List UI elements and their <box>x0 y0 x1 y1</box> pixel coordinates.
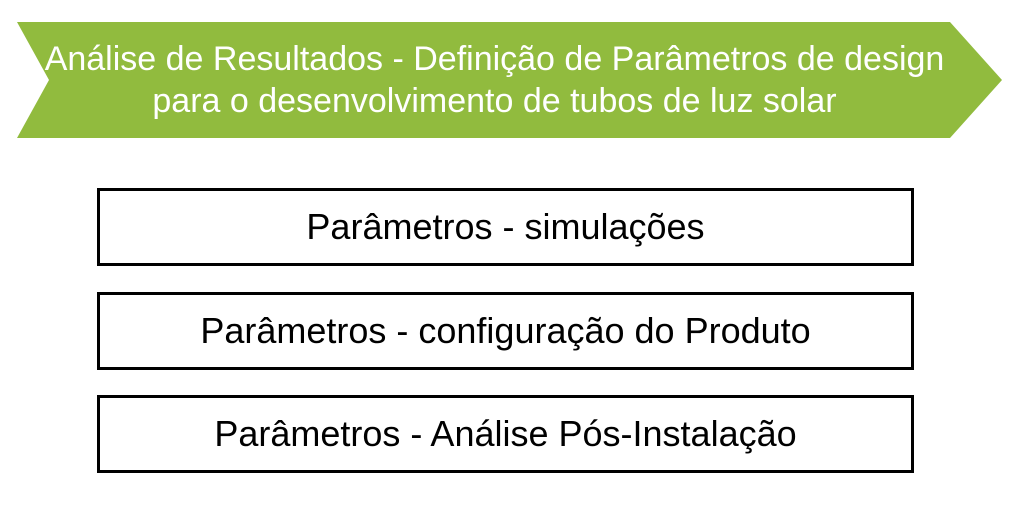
banner-title: Análise de Resultados - Definição de Par… <box>17 38 1002 123</box>
diagram-canvas: Análise de Resultados - Definição de Par… <box>0 0 1024 529</box>
param-box-label: Parâmetros - simulações <box>306 206 704 248</box>
param-box-simulations: Parâmetros - simulações <box>97 188 914 266</box>
header-banner: Análise de Resultados - Definição de Par… <box>17 22 1002 138</box>
param-box-label: Parâmetros - configuração do Produto <box>200 310 810 352</box>
param-box-post-install: Parâmetros - Análise Pós-Instalação <box>97 395 914 473</box>
param-box-label: Parâmetros - Análise Pós-Instalação <box>214 413 796 455</box>
param-box-product-config: Parâmetros - configuração do Produto <box>97 292 914 370</box>
